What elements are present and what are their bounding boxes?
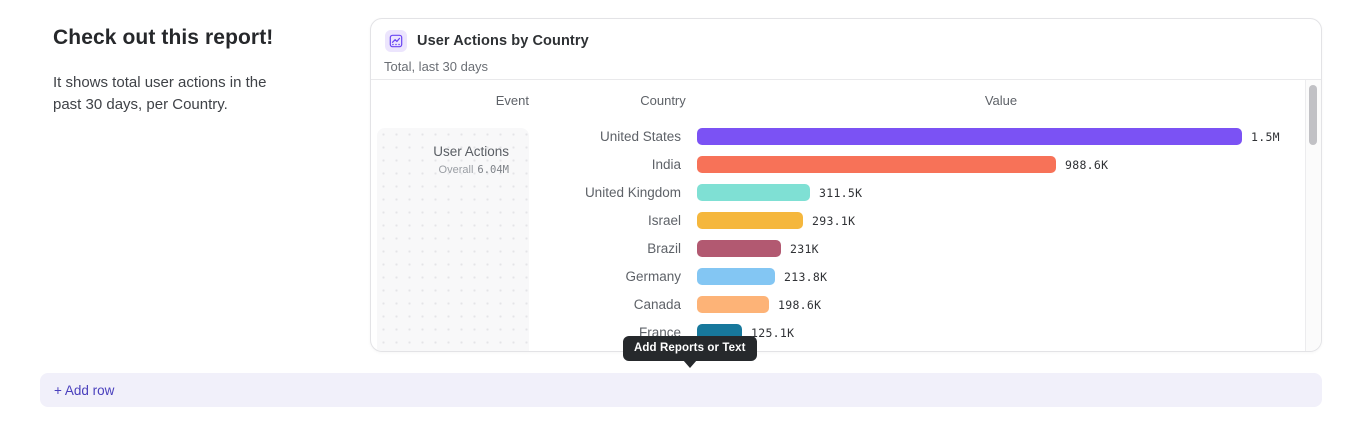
report-card-header: User Actions by Country Total, last 30 d… (371, 19, 1321, 80)
bar[interactable] (697, 184, 810, 201)
chart-row: United States 1.5M (371, 128, 1301, 145)
event-name: User Actions (433, 144, 509, 159)
bar[interactable] (697, 212, 803, 229)
bar-value-label: 213.8K (784, 270, 828, 284)
chart-row: Canada 198.6K (371, 296, 1301, 313)
bar-value-label: 125.1K (751, 326, 795, 340)
tooltip-arrow-icon (682, 360, 697, 368)
bar[interactable] (697, 268, 775, 285)
country-label: Canada (633, 297, 681, 312)
chart-row: Israel 293.1K (371, 212, 1301, 229)
add-reports-tooltip: Add Reports or Text (623, 336, 757, 368)
report-title[interactable]: User Actions by Country (417, 33, 589, 49)
intro-text-block: Check out this report! It shows total us… (53, 26, 333, 116)
bar[interactable] (697, 296, 769, 313)
event-cell[interactable]: User Actions Overall 6.04M (377, 128, 529, 351)
bar-value-label: 293.1K (812, 214, 856, 228)
column-header-value: Value (984, 93, 1018, 108)
bar[interactable] (697, 128, 1242, 145)
chart-row: United Kingdom 311.5K (371, 184, 1301, 201)
bar-value-label: 988.6K (1065, 158, 1109, 172)
report-subtitle: Total, last 30 days (384, 59, 489, 74)
bar-value-label: 231K (790, 242, 819, 256)
country-label: Israel (647, 213, 681, 228)
country-label: Germany (625, 269, 681, 284)
overall-label: Overall (438, 164, 474, 176)
chart-row: France 125.1K (371, 324, 1301, 341)
bar-value-label: 198.6K (778, 298, 822, 312)
chart-row: Germany 213.8K (371, 268, 1301, 285)
bar-value-label: 311.5K (819, 186, 863, 200)
bar[interactable] (697, 240, 781, 257)
bar[interactable] (697, 156, 1056, 173)
bar-chart: Event Country Value User Actions Overall… (371, 80, 1321, 351)
bar-value-label: 1.5M (1251, 130, 1280, 144)
add-row-label: + Add row (54, 382, 115, 398)
report-card: User Actions by Country Total, last 30 d… (370, 18, 1322, 352)
event-overall: Overall 6.04M (377, 164, 509, 176)
country-label: United Kingdom (584, 185, 681, 200)
country-label: Brazil (647, 241, 681, 256)
page-title: Check out this report! (53, 26, 274, 49)
insights-line-chart-icon (385, 30, 407, 52)
column-header-country: Country (640, 93, 686, 108)
scrollbar-track[interactable] (1305, 80, 1321, 351)
page-description: It shows total user actions in the past … (53, 74, 267, 113)
scrollbar-thumb[interactable] (1309, 85, 1317, 145)
add-row-button[interactable]: + Add row (40, 373, 1322, 407)
tooltip-label: Add Reports or Text (634, 342, 746, 354)
country-label: India (651, 157, 681, 172)
overall-value: 6.04M (477, 164, 509, 176)
column-header-event: Event (495, 93, 529, 108)
country-label: United States (599, 129, 681, 144)
chart-row: India 988.6K (371, 156, 1301, 173)
chart-row: Brazil 231K (371, 240, 1301, 257)
